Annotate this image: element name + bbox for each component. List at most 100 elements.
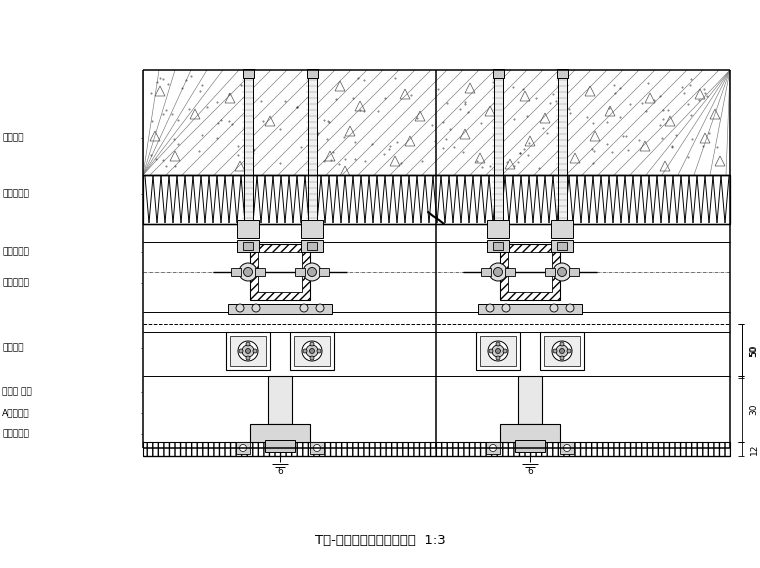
Bar [294,336,330,366]
Bar [250,244,310,300]
Circle shape [550,304,558,312]
Circle shape [239,263,257,281]
Circle shape [316,304,324,312]
Circle shape [552,341,572,361]
Circle shape [567,349,571,353]
Bar [308,70,316,224]
Bar [486,442,500,454]
Bar [480,336,516,366]
Bar [492,69,504,78]
Bar [436,442,730,456]
Text: 12: 12 [749,443,758,455]
Bar [505,268,515,276]
Bar [268,376,292,424]
Circle shape [502,304,510,312]
Bar [551,240,573,252]
Circle shape [553,349,557,353]
Circle shape [302,341,322,361]
Circle shape [488,341,508,361]
Circle shape [300,304,308,312]
Circle shape [317,349,321,353]
Circle shape [245,225,252,232]
Bar [143,175,730,224]
Circle shape [238,341,258,361]
Text: 50: 50 [749,345,758,357]
Bar [143,70,730,175]
Bar [545,268,555,276]
Circle shape [243,268,252,277]
Bar [493,70,502,224]
Bar [558,70,566,224]
Bar [493,242,503,250]
Bar [500,244,560,300]
Bar [295,268,305,276]
Bar [478,304,582,314]
Bar [544,336,580,366]
Circle shape [236,304,244,312]
Circle shape [495,225,502,232]
Text: 幕墙竖龙骨: 幕墙竖龙骨 [2,278,29,287]
Bar [258,252,302,292]
Circle shape [496,342,500,346]
Circle shape [239,445,246,452]
Circle shape [252,304,260,312]
Circle shape [303,349,307,353]
Circle shape [310,342,314,346]
Bar [301,220,323,238]
Bar [301,240,323,252]
Bar [556,69,568,78]
Circle shape [560,342,564,346]
Circle shape [559,349,565,353]
Bar [551,220,573,238]
Bar [481,268,491,276]
Bar [487,220,509,238]
Circle shape [246,356,250,360]
Bar [515,440,545,452]
Circle shape [489,445,496,452]
Circle shape [553,263,571,281]
Bar [500,424,560,442]
Text: 连接角码: 连接角码 [2,344,24,353]
Circle shape [556,345,568,357]
Bar [230,336,266,366]
Circle shape [314,445,321,452]
Circle shape [253,349,257,353]
Circle shape [558,268,566,277]
Bar [518,376,542,424]
Circle shape [310,356,314,360]
Text: 镀锌钢角码: 镀锌钢角码 [2,248,29,257]
Circle shape [559,225,565,232]
Bar [557,242,567,250]
Circle shape [489,349,493,353]
Circle shape [560,356,564,360]
Circle shape [239,349,243,353]
Bar [228,304,332,314]
Bar [540,332,584,370]
Bar [306,69,318,78]
Bar [307,242,317,250]
Circle shape [493,268,502,277]
Circle shape [245,349,251,353]
Text: 光学镀膜: 光学镀膜 [2,133,24,143]
Circle shape [308,268,316,277]
Bar [508,252,552,292]
Bar [243,242,253,250]
Circle shape [242,345,254,357]
Bar [490,224,506,234]
Circle shape [503,349,507,353]
Bar [569,268,579,276]
Bar [290,332,334,370]
Text: 不锈钢 挂件: 不锈钢 挂件 [2,387,32,396]
Circle shape [246,342,250,346]
Bar [487,240,509,252]
Circle shape [306,345,318,357]
Bar [237,220,259,238]
Text: 6: 6 [527,467,533,477]
Circle shape [496,356,500,360]
Text: 陶瓷薄墙板: 陶瓷薄墙板 [2,429,29,438]
Text: 50: 50 [749,344,758,356]
Circle shape [486,304,494,312]
Bar [243,70,252,224]
Bar [242,69,254,78]
Text: 6: 6 [277,467,283,477]
